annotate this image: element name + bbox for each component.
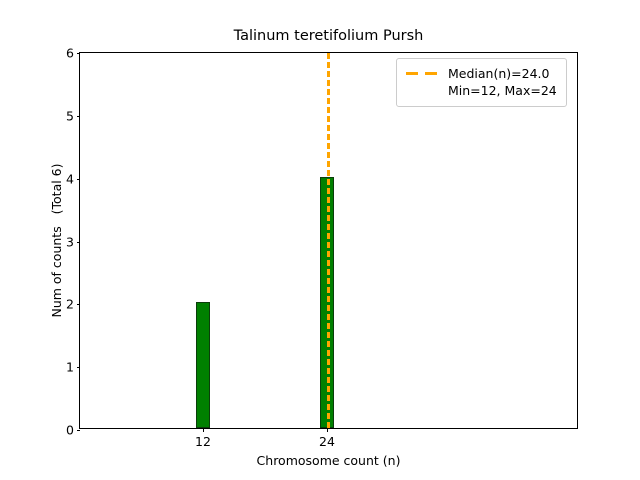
xtick-mark	[203, 428, 204, 432]
ytick-mark	[76, 304, 80, 306]
xtick-label: 24	[319, 434, 335, 449]
xtick-label: 12	[195, 434, 211, 449]
legend-text-block: Median(n)=24.0 Min=12, Max=24	[448, 65, 557, 99]
ytick-label: 6	[66, 45, 74, 61]
x-axis-label: Chromosome count (n)	[256, 453, 401, 468]
median-line	[327, 53, 330, 428]
ytick-label: 3	[66, 234, 74, 249]
ytick-mark	[76, 241, 80, 243]
ytick-mark	[76, 178, 80, 180]
ytick-label: 4	[66, 171, 74, 187]
dashed-line-icon	[406, 65, 440, 82]
ytick-mark	[76, 115, 80, 117]
legend: Median(n)=24.0 Min=12, Max=24	[396, 58, 567, 107]
legend-label-minmax: Min=12, Max=24	[448, 83, 557, 98]
ytick-label: 5	[66, 108, 74, 124]
legend-label-median: Median(n)=24.0	[448, 66, 550, 81]
ytick-mark	[76, 430, 80, 431]
ytick-label: 2	[66, 296, 74, 312]
ytick-label: 0	[66, 422, 74, 438]
plot-area: 6 5 4 3 2 1 0 12	[66, 46, 578, 449]
y-axis-label: Num of counts (Total 6)	[49, 163, 64, 318]
page-title: Talinum teretifolium Pursh	[233, 28, 424, 44]
ytick-mark	[76, 53, 80, 54]
plot-inner	[80, 53, 577, 428]
ytick-mark	[76, 367, 80, 369]
ytick-label: 1	[66, 359, 74, 375]
bar-12	[196, 302, 210, 428]
xtick-mark	[327, 428, 328, 432]
